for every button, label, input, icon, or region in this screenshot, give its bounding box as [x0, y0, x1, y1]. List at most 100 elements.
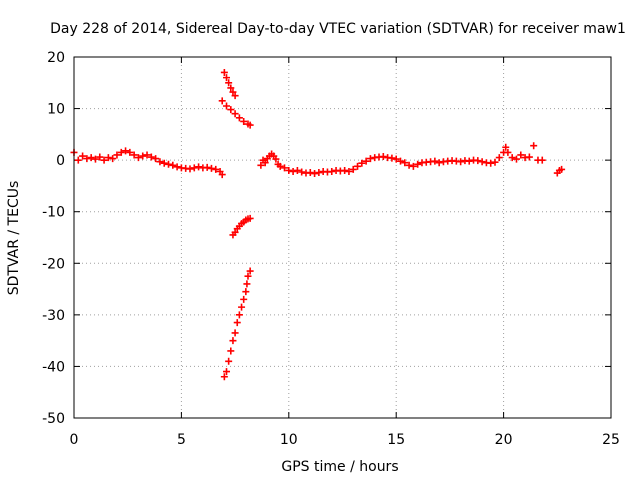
data-point — [409, 162, 417, 170]
y-tick-label: -30 — [42, 308, 65, 324]
data-point — [143, 151, 151, 159]
chart-title: Day 228 of 2014, Sidereal Day-to-day VTE… — [50, 21, 626, 37]
data-point — [160, 159, 168, 167]
data-point — [229, 88, 237, 96]
data-point — [242, 288, 250, 296]
data-point — [229, 337, 237, 345]
x-tick-label: 15 — [387, 432, 405, 448]
data-point — [240, 117, 248, 125]
data-point — [388, 154, 396, 162]
data-point — [261, 159, 269, 167]
data-points-layer — [70, 68, 566, 381]
data-point — [525, 153, 533, 161]
data-point — [126, 148, 134, 156]
data-point — [227, 84, 235, 92]
data-point — [231, 228, 239, 236]
y-axis-label: SDTVAR / TECUs — [6, 181, 22, 296]
y-tick-label: -40 — [42, 359, 65, 375]
data-point — [435, 159, 443, 167]
data-point — [354, 162, 362, 170]
grid-layer — [74, 57, 611, 418]
x-tick-label: 10 — [280, 432, 298, 448]
data-point — [244, 272, 252, 280]
x-tick-labels: 0 5 10 15 20 25 — [70, 432, 620, 448]
data-point — [401, 159, 409, 167]
data-point — [74, 156, 82, 164]
data-point — [538, 156, 546, 164]
data-point — [293, 166, 301, 174]
y-tick-label: 20 — [47, 50, 65, 66]
data-point — [96, 153, 104, 161]
y-tick-label: -50 — [42, 411, 65, 427]
data-point — [392, 155, 400, 163]
data-point — [109, 155, 117, 163]
data-point — [227, 106, 235, 114]
data-point — [104, 154, 112, 162]
data-point — [558, 165, 566, 173]
data-point — [220, 373, 228, 381]
data-point — [225, 357, 233, 365]
data-point — [465, 157, 473, 165]
data-point — [345, 167, 353, 175]
data-point — [257, 161, 265, 169]
data-point — [240, 295, 248, 303]
data-point — [358, 159, 366, 167]
data-point — [113, 151, 121, 159]
data-point — [379, 153, 387, 161]
series-main-trace — [70, 147, 226, 179]
y-tick-labels: -50 -40 -30 -20 -10 0 10 20 — [42, 50, 65, 427]
data-point — [396, 157, 404, 165]
data-point — [328, 167, 336, 175]
data-point — [223, 74, 231, 82]
data-point — [276, 162, 284, 170]
data-point — [517, 151, 525, 159]
data-point — [405, 161, 413, 169]
data-point — [218, 97, 226, 105]
data-point — [366, 155, 374, 163]
data-point — [281, 164, 289, 172]
data-point — [246, 121, 254, 129]
data-point — [457, 158, 465, 166]
data-point — [173, 163, 181, 171]
data-point — [227, 347, 235, 355]
y-tick-label: -20 — [42, 256, 65, 272]
data-point — [474, 157, 482, 165]
data-point — [495, 154, 503, 162]
data-point — [243, 280, 251, 288]
series-lower-arc — [220, 267, 254, 381]
data-point — [100, 156, 108, 164]
data-point — [530, 142, 538, 150]
x-tick-label: 5 — [177, 432, 186, 448]
x-tick-label: 0 — [70, 432, 79, 448]
data-point — [231, 110, 239, 118]
data-point — [218, 171, 226, 179]
x-tick-label: 25 — [602, 432, 620, 448]
data-point — [139, 152, 147, 160]
data-point — [298, 168, 306, 176]
data-point — [223, 102, 231, 110]
data-point — [246, 214, 254, 222]
data-point — [362, 157, 370, 165]
data-point — [508, 154, 516, 162]
y-tick-label: 10 — [47, 102, 65, 118]
data-point — [147, 153, 155, 161]
series-tail — [553, 165, 566, 177]
data-point — [285, 166, 293, 174]
data-point — [306, 169, 314, 177]
y-tick-label: 0 — [56, 153, 65, 169]
data-point — [212, 165, 220, 173]
data-point — [207, 164, 215, 172]
data-point — [231, 92, 239, 100]
data-point — [130, 151, 138, 159]
data-point — [349, 165, 357, 173]
series-upper-arc — [218, 68, 254, 129]
data-point — [231, 329, 239, 337]
series-after-gap — [257, 142, 546, 178]
data-point — [122, 147, 130, 155]
data-point — [83, 155, 91, 163]
data-point — [117, 148, 125, 156]
y-tick-label: -10 — [42, 205, 65, 221]
data-point — [203, 163, 211, 171]
x-tick-label: 20 — [495, 432, 513, 448]
